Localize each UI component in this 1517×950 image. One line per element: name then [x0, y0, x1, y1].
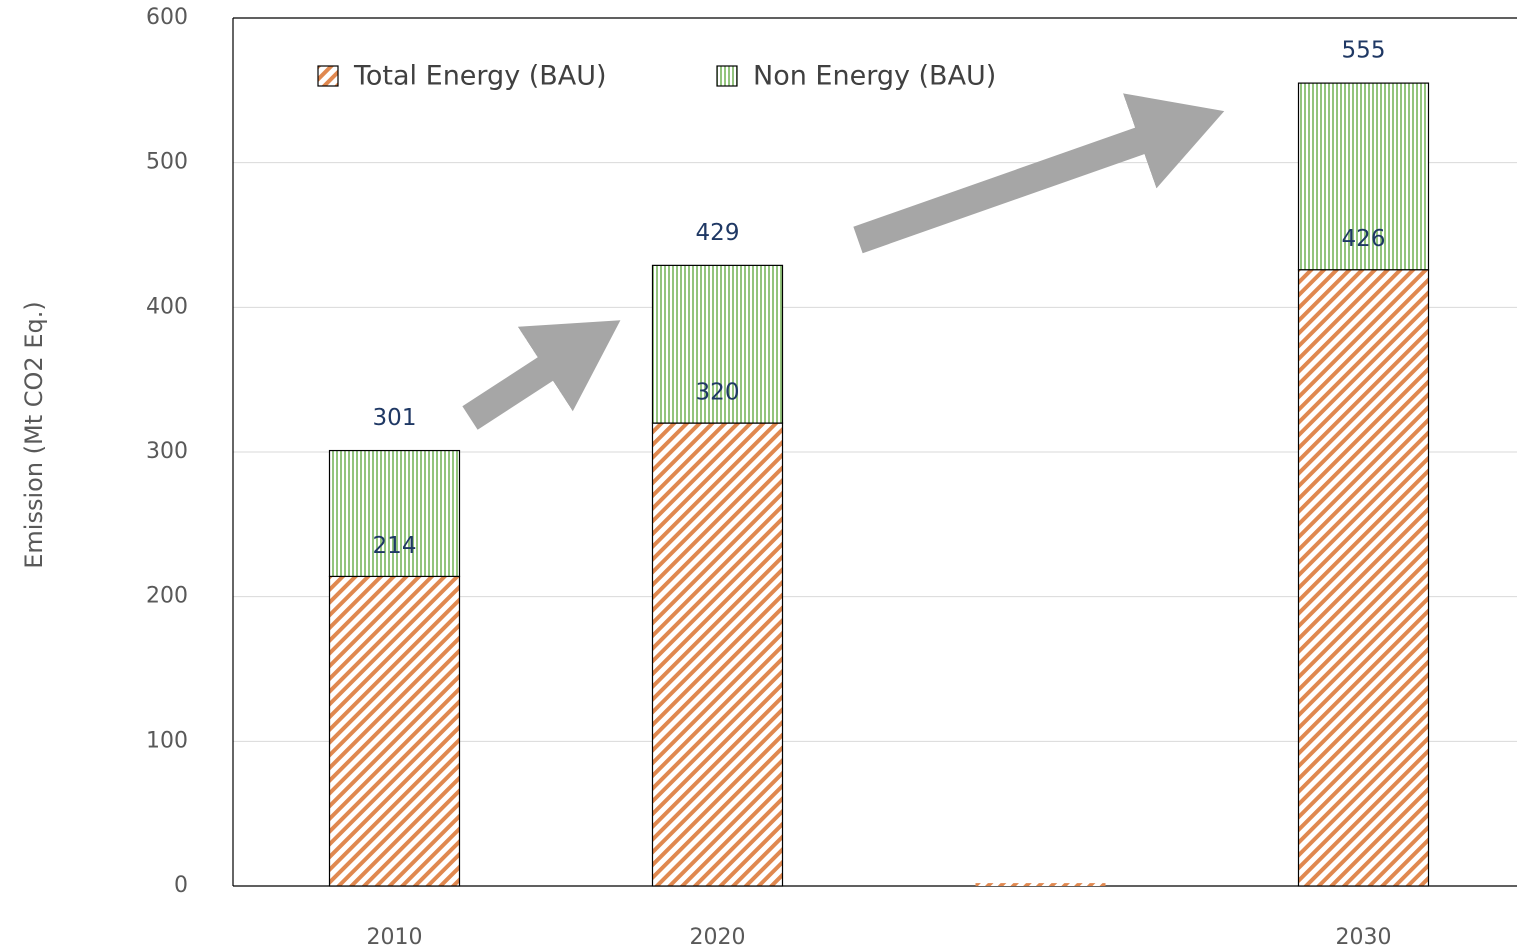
trend-arrow: [462, 320, 621, 430]
segment-label: 426: [1342, 226, 1386, 252]
total-label: 301: [373, 405, 417, 431]
y-tick-label: 300: [146, 439, 188, 464]
bar-segment: [651, 264, 784, 424]
bars: [328, 82, 1430, 887]
y-tick-label: 0: [174, 873, 188, 898]
legend-swatch: [317, 65, 339, 87]
bar-segment: [1297, 269, 1430, 887]
total-label: 555: [1342, 38, 1386, 64]
y-tick-label: 200: [146, 584, 188, 609]
bar-segment: [328, 449, 461, 578]
labels: 0 100 200 300 400 500 600 2010 214 301 2020 320 429 2…: [146, 5, 1392, 950]
bar-segment: [1297, 82, 1430, 271]
y-tick-label: 500: [146, 150, 188, 175]
bar-segment: [975, 883, 1106, 886]
y-tick-label: 400: [146, 294, 188, 319]
x-tick-label: 2020: [690, 925, 746, 950]
trend-arrow: [853, 93, 1225, 254]
segment-label: 214: [373, 533, 417, 559]
legend-swatch: [716, 65, 738, 87]
x-tick-label: 2030: [1336, 925, 1392, 950]
x-tick-label: 2010: [367, 925, 423, 950]
y-axis-label: Emission (Mt CO2 Eq.): [20, 301, 48, 568]
legend-label: Total Energy (BAU): [353, 61, 607, 92]
bar-segment: [328, 575, 461, 887]
segment-label: 320: [696, 380, 740, 406]
total-label: 429: [696, 220, 740, 246]
bar-segment: [651, 422, 784, 887]
y-tick-label: 100: [146, 728, 188, 753]
legend-label: Non Energy (BAU): [753, 61, 996, 92]
y-tick-label: 600: [146, 5, 188, 30]
